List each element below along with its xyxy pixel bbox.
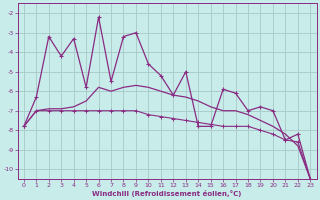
X-axis label: Windchill (Refroidissement éolien,°C): Windchill (Refroidissement éolien,°C) [92,190,242,197]
